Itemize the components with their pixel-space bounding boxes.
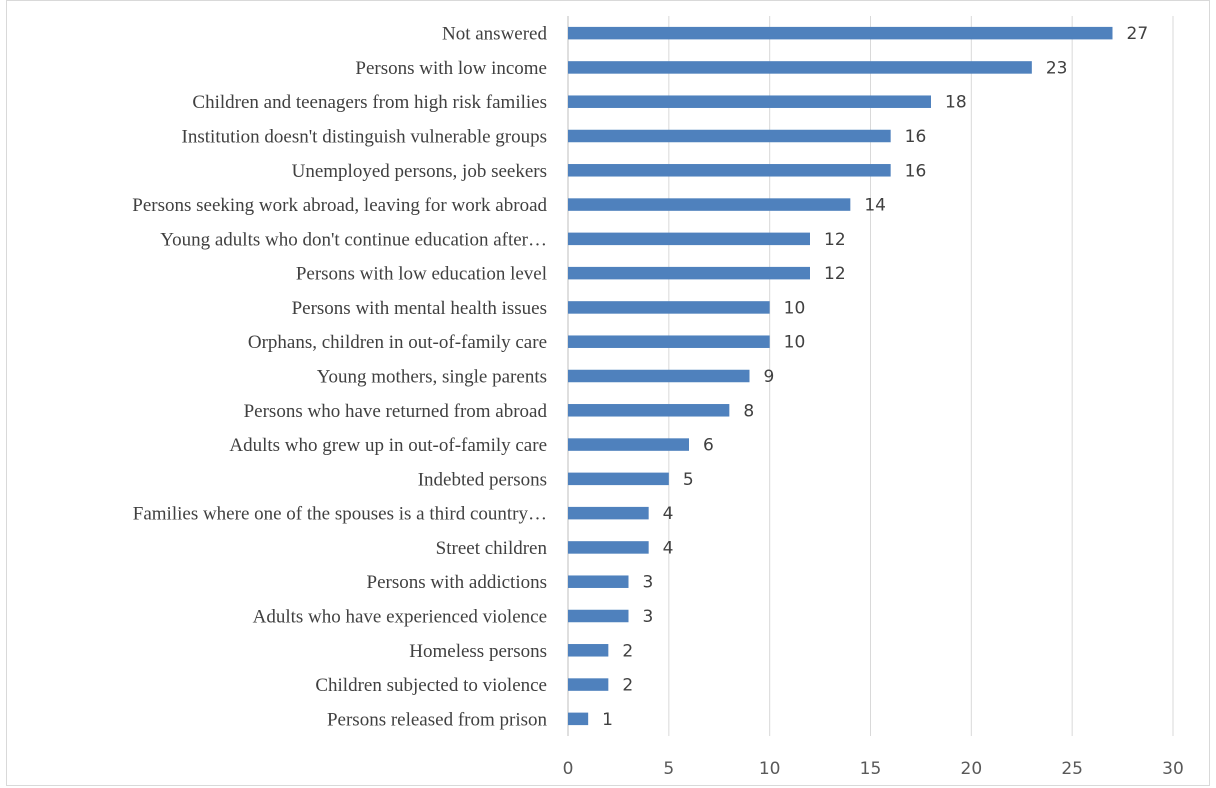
bar-series <box>568 26 1113 726</box>
data-label: 10 <box>784 298 806 318</box>
x-tick-label: 5 <box>663 759 674 779</box>
category-label: Adults who grew up in out-of-family care <box>229 435 547 456</box>
x-tick-label: 25 <box>1061 759 1083 779</box>
category-label: Orphans, children in out-of-family care <box>248 332 547 353</box>
category-label: Adults who have experienced violence <box>253 607 547 628</box>
bar <box>568 369 750 383</box>
data-label: 23 <box>1046 58 1068 78</box>
data-label: 4 <box>663 504 674 524</box>
category-label: Street children <box>436 538 548 559</box>
x-axis-ticks: 0 5 10 15 20 25 30 <box>563 759 1184 779</box>
data-label: 16 <box>905 127 927 147</box>
bar <box>568 678 609 691</box>
bar <box>568 129 891 143</box>
data-label: 4 <box>663 538 674 558</box>
bar <box>568 232 810 246</box>
data-label: 6 <box>703 436 714 456</box>
bar <box>568 164 891 177</box>
data-label: 27 <box>1127 24 1149 44</box>
data-label: 3 <box>643 573 654 593</box>
x-tick-label: 20 <box>961 759 983 779</box>
data-label: 16 <box>905 161 927 181</box>
category-label: Children and teenagers from high risk fa… <box>192 92 547 113</box>
data-label: 12 <box>824 264 846 284</box>
bar <box>568 472 669 486</box>
data-label: 5 <box>683 470 694 490</box>
category-label: Children subjected to violence <box>315 675 547 696</box>
bar <box>568 712 589 726</box>
data-label: 3 <box>643 607 654 627</box>
category-label: Persons with addictions <box>367 572 548 593</box>
bar <box>568 644 609 657</box>
x-tick-label: 15 <box>860 759 882 779</box>
category-label: Persons with mental health issues <box>292 298 547 319</box>
data-label: 18 <box>945 93 967 113</box>
data-label: 12 <box>824 230 846 250</box>
category-label: Persons with low education level <box>296 264 547 285</box>
bar <box>568 95 931 108</box>
x-tick-label: 10 <box>759 759 781 779</box>
category-label: Not answered <box>442 24 547 45</box>
category-label: Unemployed persons, job seekers <box>292 161 547 182</box>
bar <box>568 335 770 348</box>
x-tick-label: 0 <box>563 759 574 779</box>
category-label: Young mothers, single parents <box>317 367 547 388</box>
bar <box>568 506 649 520</box>
data-label: 9 <box>764 367 775 387</box>
x-tick-label: 30 <box>1162 759 1184 779</box>
data-label: 2 <box>622 676 633 696</box>
category-label: Persons seeking work abroad, leaving for… <box>132 195 547 216</box>
category-label: Indebted persons <box>418 469 547 490</box>
category-label: Persons who have returned from abroad <box>244 401 548 422</box>
category-labels: Not answered Persons with low income Child… <box>132 24 547 731</box>
bar <box>568 541 649 554</box>
bar <box>568 61 1032 74</box>
bar <box>568 266 810 280</box>
bar <box>568 575 629 588</box>
category-label: Families where one of the spouses is a t… <box>133 504 547 525</box>
category-label: Young adults who don't continue educatio… <box>160 229 547 250</box>
category-label: Persons with low income <box>355 58 547 79</box>
bar <box>568 404 730 417</box>
data-label: 1 <box>602 710 613 730</box>
bar <box>568 609 629 623</box>
data-label: 8 <box>743 401 754 421</box>
data-label: 2 <box>622 641 633 661</box>
bar <box>568 198 851 211</box>
bar <box>568 438 689 451</box>
bar <box>568 26 1113 40</box>
category-label: Homeless persons <box>409 641 547 662</box>
bar <box>568 301 770 314</box>
category-label: Institution doesn't distinguish vulnerab… <box>182 127 547 148</box>
data-label: 14 <box>864 196 886 216</box>
category-label: Persons released from prison <box>327 709 548 730</box>
data-label: 10 <box>784 333 806 353</box>
